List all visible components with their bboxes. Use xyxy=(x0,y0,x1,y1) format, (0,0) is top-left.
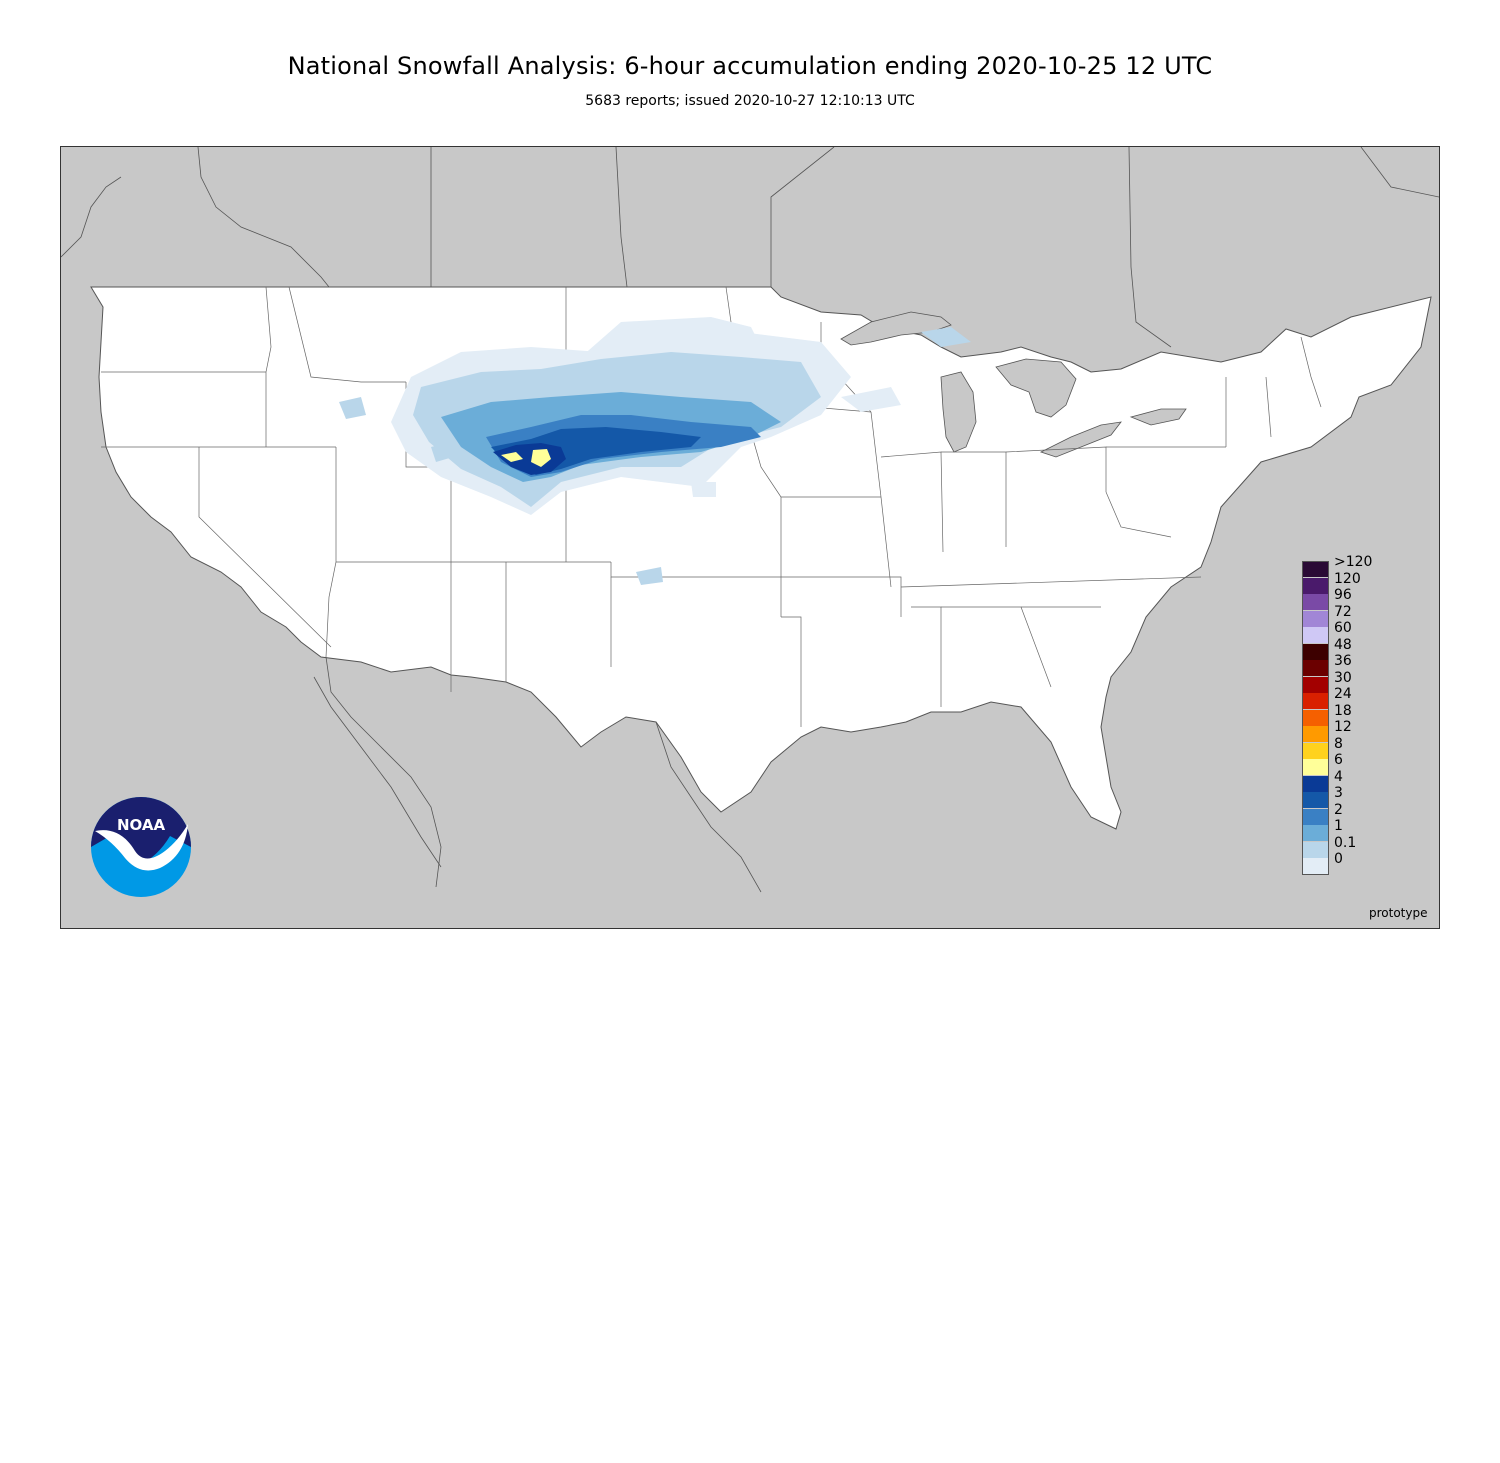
legend-label: 60 xyxy=(1334,620,1352,636)
legend-label: >120 xyxy=(1334,554,1373,570)
legend-label: 0 xyxy=(1334,851,1343,867)
legend-label: 1 xyxy=(1334,818,1343,834)
legend-label: 2 xyxy=(1334,801,1343,818)
lake-michigan xyxy=(940,371,977,453)
map-subtitle: 5683 reports; issued 2020-10-27 12:10:13… xyxy=(585,93,915,109)
legend-swatch xyxy=(1302,792,1329,808)
legend-swatch xyxy=(1302,693,1329,709)
legend-swatch xyxy=(1302,561,1329,577)
legend-swatch xyxy=(1302,676,1329,693)
noaa-logo: NOAA xyxy=(91,797,191,897)
legend-swatch xyxy=(1302,709,1329,726)
legend-swatch xyxy=(1302,726,1329,742)
legend-swatch xyxy=(1302,627,1329,643)
legend-label: 3 xyxy=(1334,785,1343,801)
legend-label: 12 xyxy=(1334,719,1352,735)
legend-swatch xyxy=(1302,660,1329,676)
map-canvas xyxy=(61,147,1439,893)
lake-erie xyxy=(1039,421,1122,458)
logo-text: NOAA xyxy=(117,816,166,834)
legend-label: 48 xyxy=(1334,636,1352,653)
lake-huron xyxy=(995,358,1077,418)
legend-label: 36 xyxy=(1334,653,1352,669)
legend-label: 0.1 xyxy=(1334,834,1357,851)
legend-label: 24 xyxy=(1334,686,1352,702)
legend-swatch xyxy=(1302,775,1329,792)
legend-label: 18 xyxy=(1334,702,1352,719)
legend-label: 72 xyxy=(1334,603,1352,620)
legend-swatch xyxy=(1302,643,1329,660)
legend-label: 6 xyxy=(1334,752,1343,768)
legend-swatch xyxy=(1302,594,1329,610)
legend-label: 120 xyxy=(1334,570,1361,587)
neighbor-borders xyxy=(61,147,1439,893)
snowfall-field xyxy=(339,317,971,585)
legend-swatch xyxy=(1302,808,1329,825)
legend-swatch xyxy=(1302,825,1329,841)
legend-label: 8 xyxy=(1334,735,1343,752)
legend-swatch xyxy=(1302,841,1329,858)
prototype-label: prototype xyxy=(1369,906,1428,920)
legend-swatch xyxy=(1302,577,1329,594)
lake-superior xyxy=(840,311,952,346)
legend-swatch xyxy=(1302,742,1329,759)
legend-swatch xyxy=(1302,759,1329,775)
lake-ontario xyxy=(1129,408,1187,426)
legend-label: 96 xyxy=(1334,587,1352,603)
legend-swatch xyxy=(1302,858,1329,874)
legend-label: 4 xyxy=(1334,768,1343,785)
legend-swatch xyxy=(1302,610,1329,627)
map-title: National Snowfall Analysis: 6-hour accum… xyxy=(287,52,1213,80)
snowfall-map xyxy=(60,146,1440,929)
legend-label: 30 xyxy=(1334,669,1352,686)
